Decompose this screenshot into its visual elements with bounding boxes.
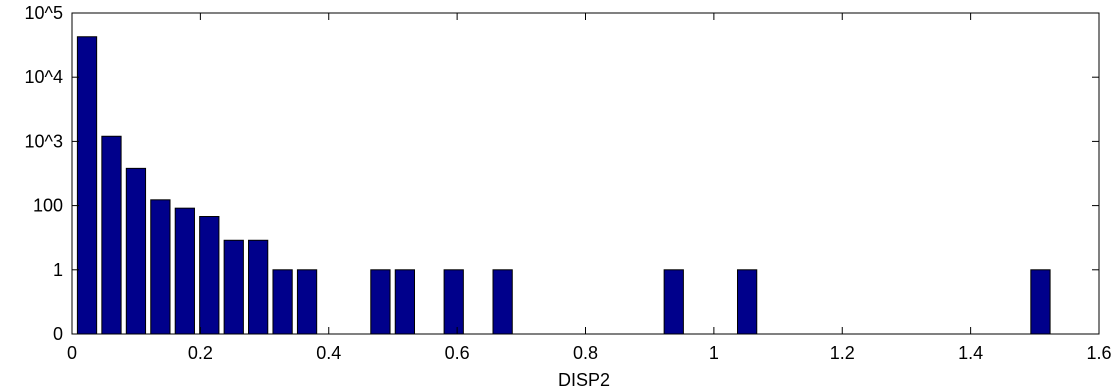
histogram-bar [296,269,318,335]
y-tick-label: 10^5 [25,3,63,23]
x-tick-label: 0.8 [573,343,598,363]
ticks-layer: 0 0.2 0.4 0.6 0.8 1 1.2 1.4 1.6 0 1 100 10^3 10^4 10^5 [25,3,1112,363]
histogram-bar [1030,269,1051,335]
y-tick-label: 10^4 [25,67,63,87]
histogram-bar [272,269,293,335]
histogram-bar [125,167,147,335]
histogram-bar [174,207,195,335]
histogram-bar [492,269,513,335]
x-tick-label: 0.6 [445,343,470,363]
y-tick-label: 10^3 [25,131,63,151]
x-tick-label: 1.6 [1086,343,1111,363]
bars-layer [76,36,1051,335]
x-tick-label: 1.4 [958,343,983,363]
histogram-bar [101,135,122,335]
histogram-bar [223,239,244,335]
histogram-bar [76,36,98,335]
histogram-bar [150,199,171,335]
x-tick-label: 1.2 [830,343,855,363]
histogram-bar [663,269,684,335]
x-tick-label: 0.2 [188,343,213,363]
histogram-bar [736,269,758,335]
histogram-bar [199,216,220,335]
y-tick-label: 1 [53,260,63,280]
y-tick-label: 0 [53,324,63,344]
x-tick-label: 1 [709,343,719,363]
x-tick-label: 0.4 [316,343,341,363]
x-tick-label: 0 [67,343,77,363]
histogram-bar [248,239,269,335]
histogram-bar [443,269,464,335]
y-tick-label: 100 [33,196,63,216]
histogram-bar [394,269,416,335]
x-axis-title: DISP2 [558,370,610,389]
histogram-bar [370,269,391,335]
